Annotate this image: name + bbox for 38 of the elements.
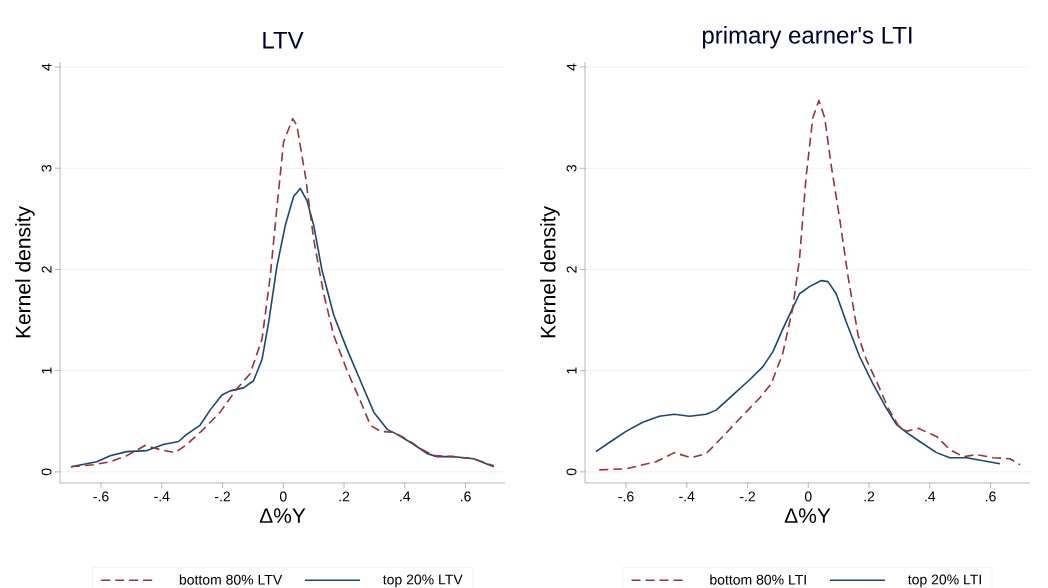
x-tick-label: -.6 — [618, 491, 634, 502]
x-tick-label: -.6 — [93, 491, 109, 502]
x-tick-label: .4 — [925, 491, 936, 502]
x-tick-label: -.2 — [739, 491, 755, 502]
legend-label: bottom 80% LTI — [710, 574, 806, 585]
y-tick-label: 0 — [566, 468, 577, 476]
x-tick-label: .2 — [864, 491, 875, 502]
x-tick-label: -.4 — [154, 491, 170, 502]
line-series — [595, 279, 1001, 465]
x-tick-label: .2 — [339, 491, 350, 502]
y-tick-label: 4 — [41, 63, 52, 71]
legend-label: top 20% LTV — [383, 574, 463, 588]
x-tick-label: .4 — [400, 491, 411, 502]
legend-label: bottom 80% LTV — [179, 574, 283, 585]
y-axis-title: Kernel density — [540, 206, 560, 338]
y-tick-label: 0 — [41, 468, 52, 476]
x-tick-label: 0 — [279, 491, 287, 502]
y-tick-label: 2 — [566, 266, 577, 273]
x-tick-label: -.2 — [214, 491, 230, 502]
y-tick-label: 3 — [566, 164, 577, 172]
y-tick-label: 3 — [41, 164, 52, 172]
line-series — [598, 99, 1021, 471]
x-axis-title: Δ%Y — [784, 508, 831, 523]
chart-title: LTV — [263, 31, 304, 49]
x-tick-label: -.4 — [679, 491, 695, 502]
x-axis-title: Δ%Y — [259, 508, 306, 523]
y-tick-label: 4 — [566, 63, 577, 71]
x-tick-label: .6 — [460, 491, 471, 502]
line-series — [70, 117, 495, 468]
y-tick-label: 1 — [41, 367, 52, 374]
legend-label: top 20% LTI — [907, 574, 981, 588]
x-tick-label: .6 — [985, 491, 996, 502]
chart-title: primary earner's LTI — [702, 26, 912, 49]
y-axis-title: Kernel density — [15, 206, 35, 338]
y-tick-label: 2 — [41, 266, 52, 273]
y-tick-label: 1 — [566, 367, 577, 374]
x-tick-label: 0 — [804, 491, 812, 502]
line-series — [70, 187, 495, 468]
